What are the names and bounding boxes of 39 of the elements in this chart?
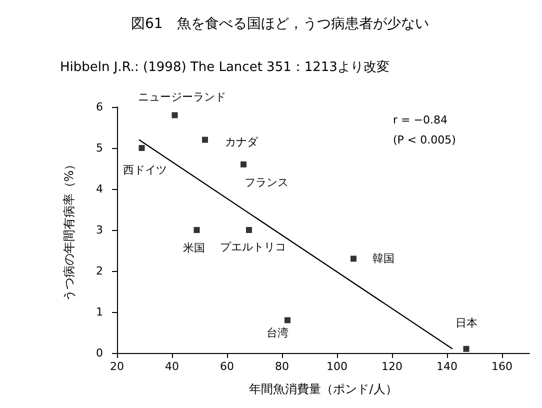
point [240,161,246,168]
y-tick-label: 4 [96,182,103,196]
annotation: r = −0.84 [393,114,448,126]
point [172,112,178,118]
x-tick-label: 60 [220,360,234,373]
y-tick-label: 5 [96,142,103,154]
annotation: 韓国 [372,252,394,266]
annotation: フランス [244,176,288,189]
chart-subtitle: Hibbeln J.R.: (1998) The Lancet 351：1213より改変 [60,59,390,75]
x-tick-label: 160 [492,360,512,373]
point [202,136,208,143]
y-tick-label: 1 [96,306,103,318]
annotation: (P < 0.005) [393,134,456,146]
annotation: カナダ [225,135,259,148]
x-tick-label: 40 [165,360,179,373]
x-tick-label: 140 [436,360,458,373]
point [284,317,290,324]
point [350,256,356,262]
y-tick-label: 0 [96,346,103,360]
annotation: 日本 [455,316,478,330]
x-tick-label: 120 [382,360,402,373]
annotation: 西ドイツ [122,164,167,176]
chart-title: 図61 魚を食べる国ほど，うつ病患者が少ない [131,16,429,32]
annotation: 米国 [182,242,205,254]
x-axis-title: 年間魚消費量（ポンド/人） [249,382,398,396]
x-tick-label: 20 [110,360,124,373]
annotation: 台湾 [266,326,288,340]
x-tick-label: 100 [326,360,348,373]
x-tick-label: 80 [275,360,289,373]
point [138,145,145,151]
point [194,227,200,233]
point [246,227,252,233]
annotation: プエルトリコ [220,240,286,254]
y-tick-label: 6 [96,100,103,114]
annotation: ニュージーランド [138,90,226,104]
y-tick-label: 2 [96,264,103,278]
point [463,346,470,352]
y-axis-title: うつ病の年間有病率（%） [62,158,76,302]
y-tick-label: 3 [96,224,103,236]
